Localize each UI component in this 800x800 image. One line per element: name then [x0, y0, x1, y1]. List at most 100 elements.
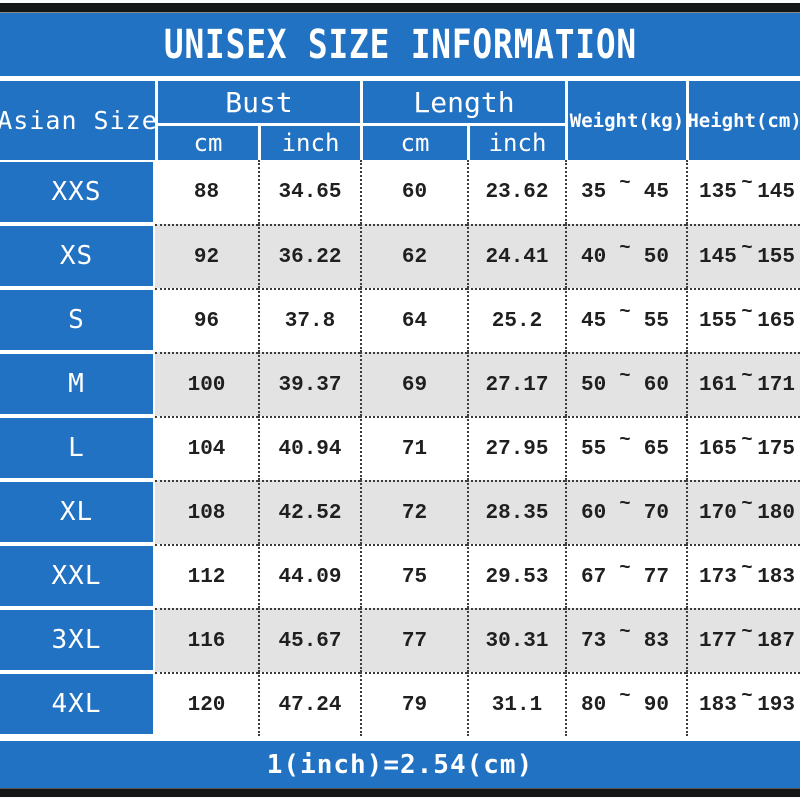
- weight-min: 45: [581, 309, 607, 333]
- length-inch-value: 29.53: [467, 544, 565, 608]
- weight-max: 60: [643, 373, 669, 397]
- top-edge: [0, 0, 800, 3]
- size-label: XL: [0, 480, 155, 544]
- height-max: 175: [757, 437, 795, 461]
- table-body: XXS 88 34.65 60 23.62 35 ~45 135 ~145 XS 9…: [0, 160, 800, 736]
- length-cm-value: 60: [360, 160, 467, 224]
- table-row: 4XL 120 47.24 79 31.1 80 ~90 183 ~193: [0, 672, 800, 736]
- tilde: ~: [741, 557, 753, 579]
- length-cm-value: 71: [360, 416, 467, 480]
- height-min: 135: [699, 180, 737, 204]
- tilde: ~: [619, 172, 631, 194]
- table-row: XL 108 42.52 72 28.35 60 ~70 170 ~180: [0, 480, 800, 544]
- conversion-note: 1(inch)=2.54(cm): [266, 749, 534, 780]
- bust-inch-value: 45.67: [258, 608, 360, 672]
- tilde: ~: [741, 621, 753, 643]
- height-max: 155: [757, 245, 795, 269]
- subheader-length-cm: cm: [360, 123, 467, 160]
- size-label: 3XL: [0, 608, 155, 672]
- weight-min: 60: [581, 501, 607, 525]
- tilde: ~: [619, 557, 631, 579]
- tilde: ~: [619, 301, 631, 323]
- length-cm-value: 62: [360, 224, 467, 288]
- length-cm-value: 72: [360, 480, 467, 544]
- weight-max: 83: [643, 629, 669, 653]
- bust-inch-value: 40.94: [258, 416, 360, 480]
- tilde: ~: [741, 493, 753, 515]
- length-inch-value: 25.2: [467, 288, 565, 352]
- weight-min: 67: [581, 565, 607, 589]
- col-header-length: Length: [360, 81, 565, 123]
- bust-inch-value: 37.8: [258, 288, 360, 352]
- height-min: 177: [699, 629, 737, 653]
- tilde: ~: [741, 365, 753, 387]
- bust-cm-value: 112: [155, 544, 258, 608]
- size-label: S: [0, 288, 155, 352]
- weight-min: 35: [581, 180, 607, 204]
- conversion-note-band: 1(inch)=2.54(cm): [0, 741, 800, 788]
- height-max: 180: [757, 501, 795, 525]
- col-header-bust: Bust: [155, 81, 360, 123]
- height-max: 165: [757, 309, 795, 333]
- tilde: ~: [741, 429, 753, 451]
- bottom-edge: [0, 797, 800, 799]
- subheader-bust-inch: inch: [258, 123, 360, 160]
- height-min: 183: [699, 693, 737, 717]
- weight-min: 73: [581, 629, 607, 653]
- tilde: ~: [619, 365, 631, 387]
- height-min: 155: [699, 309, 737, 333]
- weight-max: 45: [643, 180, 669, 204]
- table-row: M 100 39.37 69 27.17 50 ~60 161 ~171: [0, 352, 800, 416]
- length-inch-value: 30.31: [467, 608, 565, 672]
- weight-min: 80: [581, 693, 607, 717]
- table-row: XXS 88 34.65 60 23.62 35 ~45 135 ~145: [0, 160, 800, 224]
- height-max: 183: [757, 565, 795, 589]
- col-header-asian-size: Asian Size: [0, 81, 157, 160]
- length-cm-value: 69: [360, 352, 467, 416]
- height-range: 173 ~183: [686, 544, 800, 608]
- length-inch-value: 31.1: [467, 672, 565, 736]
- size-label: L: [0, 416, 155, 480]
- title-banner: UNISEX SIZE INFORMATION: [0, 13, 800, 76]
- height-min: 145: [699, 245, 737, 269]
- weight-min: 50: [581, 373, 607, 397]
- bottom-frame-bar: [0, 788, 800, 797]
- tilde: ~: [741, 301, 753, 323]
- size-label: XXS: [0, 160, 155, 224]
- weight-max: 55: [643, 309, 669, 333]
- table-row: S 96 37.8 64 25.2 45 ~55 155 ~165: [0, 288, 800, 352]
- table-header: Asian Size Bust Length Weight(kg) Height…: [0, 81, 800, 160]
- weight-range: 73 ~83: [565, 608, 686, 672]
- height-range: 165 ~175: [686, 416, 800, 480]
- bust-inch-value: 36.22: [258, 224, 360, 288]
- height-max: 187: [757, 629, 795, 653]
- weight-range: 55 ~65: [565, 416, 686, 480]
- size-label: XXL: [0, 544, 155, 608]
- length-cm-value: 64: [360, 288, 467, 352]
- bust-cm-value: 108: [155, 480, 258, 544]
- height-range: 183 ~193: [686, 672, 800, 736]
- tilde: ~: [619, 237, 631, 259]
- weight-range: 80 ~90: [565, 672, 686, 736]
- height-range: 170 ~180: [686, 480, 800, 544]
- weight-min: 40: [581, 245, 607, 269]
- bust-cm-value: 88: [155, 160, 258, 224]
- size-label: 4XL: [0, 672, 155, 736]
- bust-cm-value: 116: [155, 608, 258, 672]
- bust-cm-value: 120: [155, 672, 258, 736]
- tilde: ~: [619, 621, 631, 643]
- height-max: 145: [757, 180, 795, 204]
- bust-cm-value: 100: [155, 352, 258, 416]
- height-range: 155 ~165: [686, 288, 800, 352]
- divider: [0, 76, 800, 81]
- weight-max: 70: [643, 501, 669, 525]
- length-cm-value: 75: [360, 544, 467, 608]
- length-inch-value: 27.17: [467, 352, 565, 416]
- length-inch-value: 23.62: [467, 160, 565, 224]
- height-min: 173: [699, 565, 737, 589]
- height-max: 193: [757, 693, 795, 717]
- weight-range: 50 ~60: [565, 352, 686, 416]
- weight-max: 65: [643, 437, 669, 461]
- subheader-length-inch: inch: [467, 123, 565, 160]
- weight-range: 40 ~50: [565, 224, 686, 288]
